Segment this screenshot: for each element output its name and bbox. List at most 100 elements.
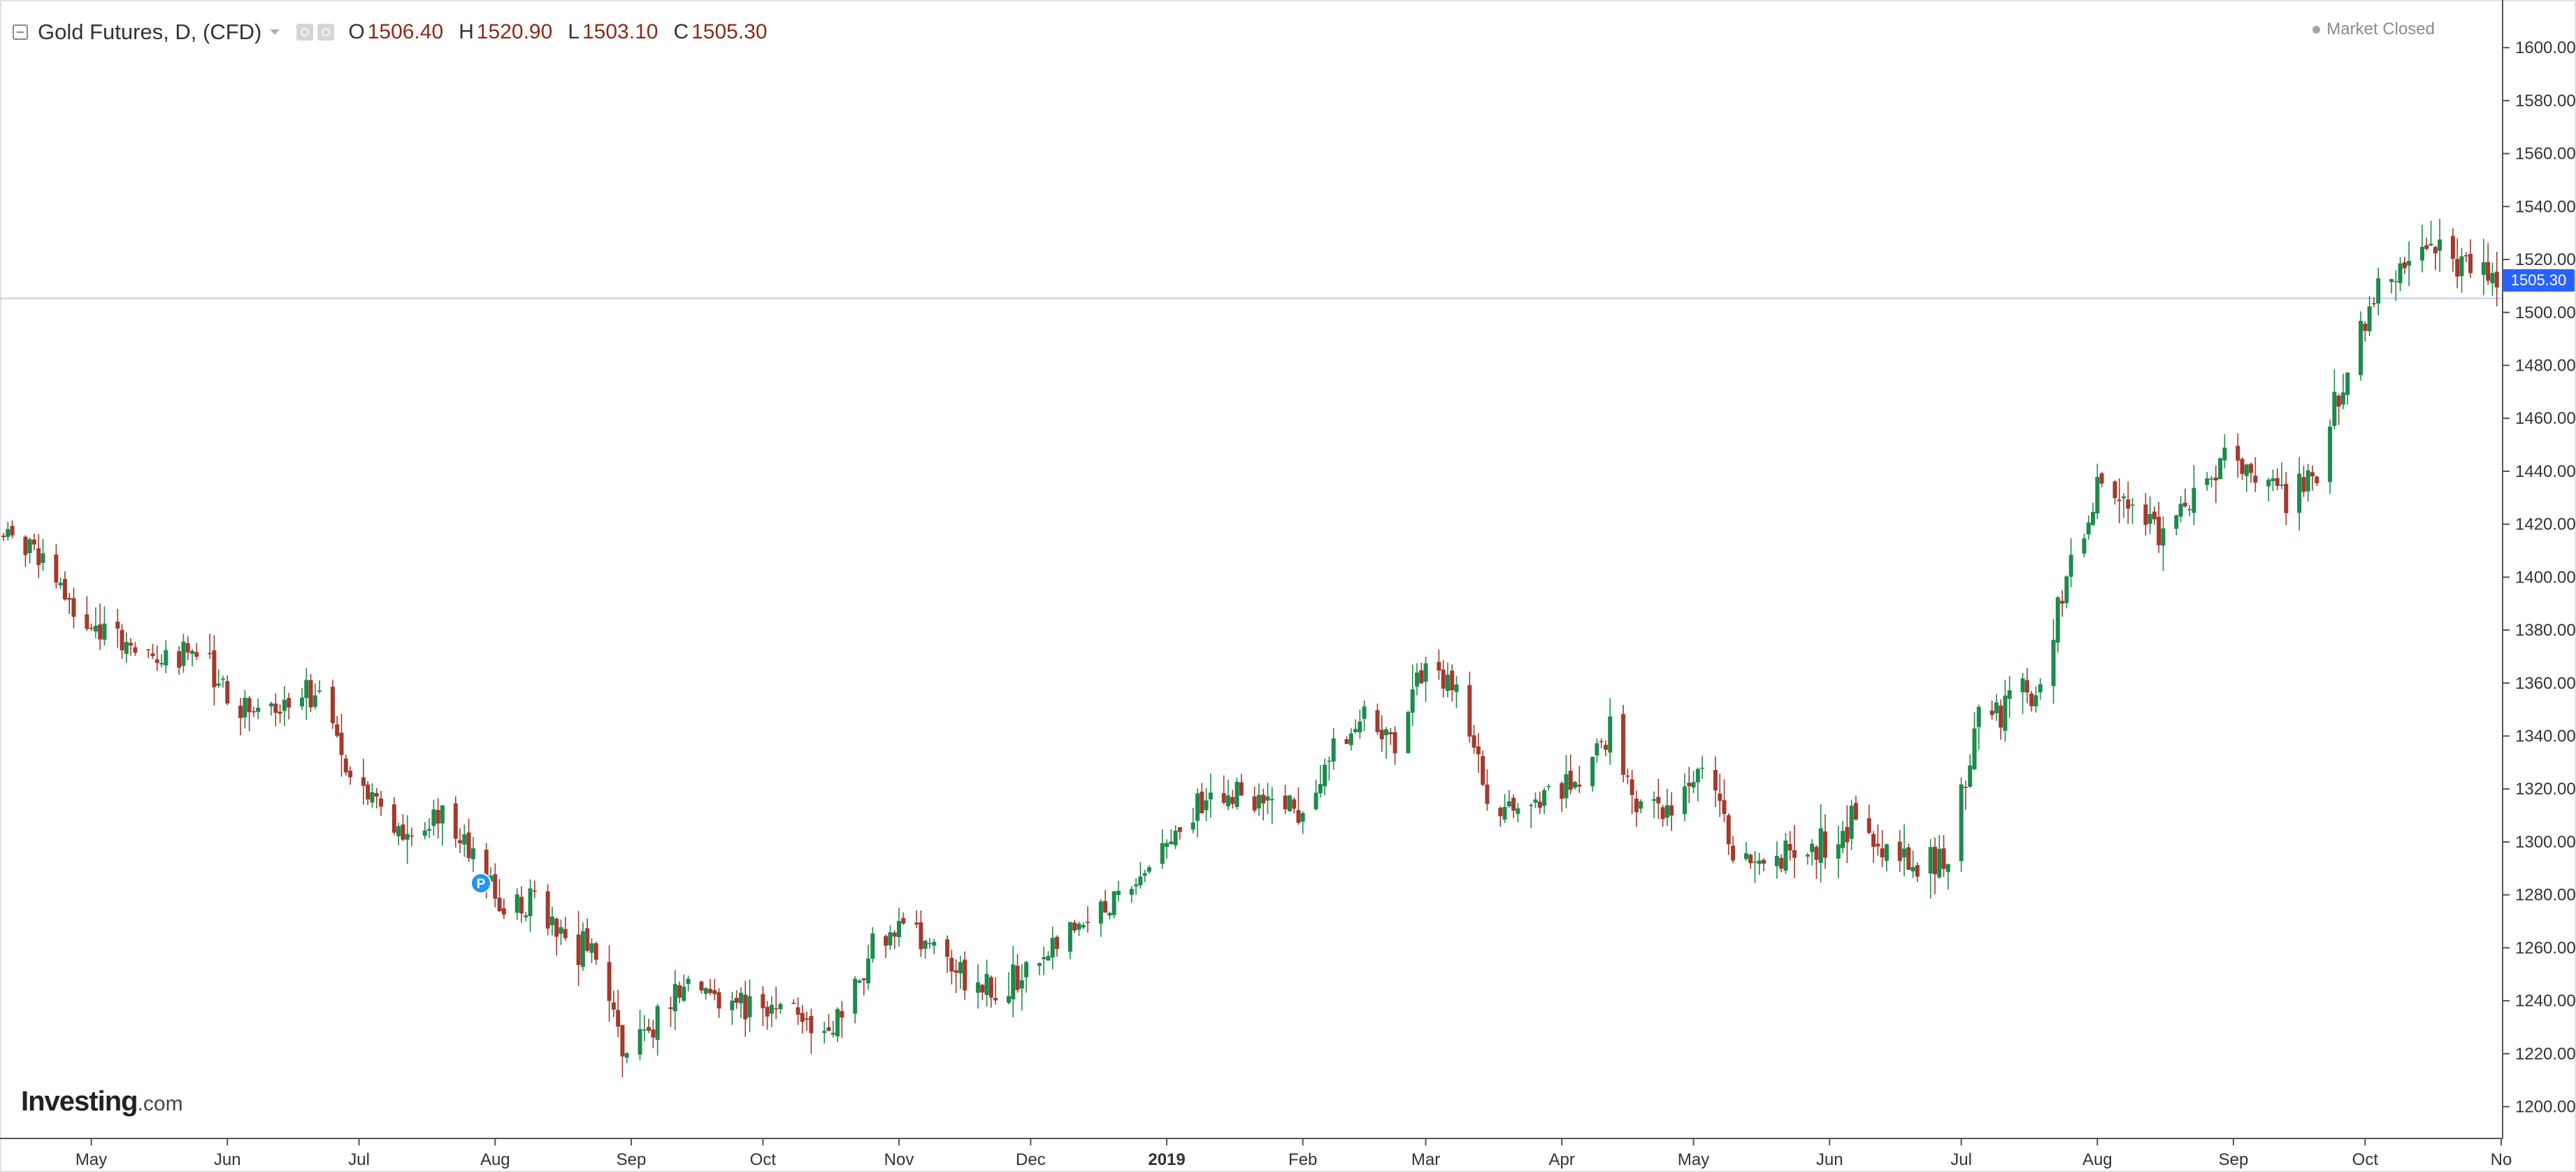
candle — [31, 534, 36, 550]
candle-body — [743, 994, 748, 1020]
candle — [1393, 726, 1397, 765]
ohlc-value-l: 1503.10 — [582, 20, 659, 43]
candle — [2398, 257, 2403, 292]
candle — [1419, 662, 1424, 684]
candle-body — [1599, 741, 1604, 743]
candle — [672, 970, 677, 1031]
candle-body — [738, 992, 743, 1003]
candle-body — [761, 994, 765, 1008]
candle — [129, 638, 134, 656]
candle — [1743, 842, 1748, 862]
candle — [774, 987, 779, 1020]
candle-body — [1393, 731, 1397, 754]
hide-series-icon[interactable] — [296, 24, 314, 41]
y-tick-label: 1260.00 — [2515, 938, 2576, 957]
candle-body — [1077, 924, 1081, 930]
candle — [287, 692, 292, 720]
candle — [401, 814, 405, 841]
candle-body — [1814, 847, 1819, 860]
candle — [1265, 782, 1270, 815]
candle — [409, 827, 414, 847]
candle — [282, 685, 287, 727]
x-tick-label: Apr — [1549, 1150, 1575, 1169]
chevron-down-icon[interactable] — [270, 29, 280, 35]
candle — [809, 1008, 814, 1055]
candle-body — [2178, 503, 2183, 517]
candle-body — [620, 1024, 625, 1057]
candle-body — [923, 941, 928, 949]
candle-body — [2367, 306, 2372, 331]
candle-body — [2218, 458, 2223, 480]
x-tick-label: Aug — [2082, 1150, 2113, 1169]
candle-body — [58, 583, 63, 585]
candle — [2371, 296, 2376, 308]
candle — [216, 669, 221, 688]
event-marker-icon[interactable]: P — [470, 873, 491, 894]
candle-body — [2130, 504, 2135, 506]
candle-body — [466, 832, 471, 859]
candle-body — [1261, 794, 1266, 803]
candle-body — [963, 959, 967, 991]
candle — [2055, 596, 2060, 653]
candle-body — [1358, 721, 1362, 733]
candle — [840, 1001, 844, 1038]
candle-body — [1845, 827, 1850, 843]
candle-body — [1006, 996, 1011, 1003]
settings-gear-icon[interactable] — [317, 24, 335, 41]
candle — [1239, 773, 1244, 796]
candle-body — [2236, 445, 2240, 461]
candle-body — [638, 1029, 642, 1055]
candle — [647, 1018, 652, 1034]
candle-body — [897, 921, 902, 938]
candle — [1546, 783, 1551, 791]
market-status-label: Market Closed — [2326, 20, 2435, 38]
candle-body — [1046, 956, 1051, 961]
symbol-title[interactable]: Gold Futures, D, (CFD) — [38, 20, 262, 44]
candle — [1884, 843, 1889, 872]
collapse-legend-icon[interactable] — [13, 24, 28, 40]
candle — [1901, 824, 1906, 877]
candle-body — [470, 848, 475, 859]
candle-body — [1, 535, 6, 537]
time-axis[interactable]: May Jun Jul Aug Sep Oct Nov Dec 2019 Feb Mar Apr May… — [75, 1138, 2512, 1169]
candle — [71, 587, 76, 629]
candle-body — [2095, 476, 2100, 514]
candle — [734, 989, 739, 1009]
candle — [1941, 835, 1946, 878]
candle — [545, 884, 550, 936]
ohlc-key-c: C — [673, 20, 689, 43]
candle-body — [1195, 793, 1200, 821]
candle-body — [2490, 273, 2495, 284]
candle-body — [2161, 528, 2166, 546]
candle — [1542, 787, 1547, 815]
candle — [1081, 922, 1086, 929]
candle-body — [1762, 859, 1766, 864]
candle — [212, 635, 217, 706]
candle-body — [703, 988, 708, 994]
candle-body — [870, 933, 875, 959]
candle — [1055, 935, 1060, 957]
candle-body — [857, 980, 862, 983]
candle — [984, 959, 989, 1007]
candle-body — [580, 931, 585, 967]
candle — [1687, 766, 1692, 803]
candle-body — [484, 850, 489, 885]
candle — [1568, 754, 1573, 794]
candle-body — [2266, 480, 2271, 487]
candle-body — [339, 732, 344, 755]
candle-body — [1634, 799, 1639, 813]
candle-body — [1595, 743, 1599, 756]
candle-body — [41, 553, 45, 564]
candle — [1945, 864, 1950, 890]
candle — [519, 886, 524, 923]
candle-body — [154, 659, 159, 664]
candle-body — [1783, 840, 1788, 871]
candle-body — [1314, 792, 1318, 810]
candle — [1506, 790, 1511, 808]
price-axis[interactable]: 1200.00 1220.00 1240.00 1260.00 1280.00 1300.… — [2503, 38, 2576, 1117]
candle-body — [251, 711, 256, 713]
candle-body — [1098, 901, 1103, 924]
candle — [1937, 835, 1942, 879]
candle-body — [1296, 810, 1301, 823]
